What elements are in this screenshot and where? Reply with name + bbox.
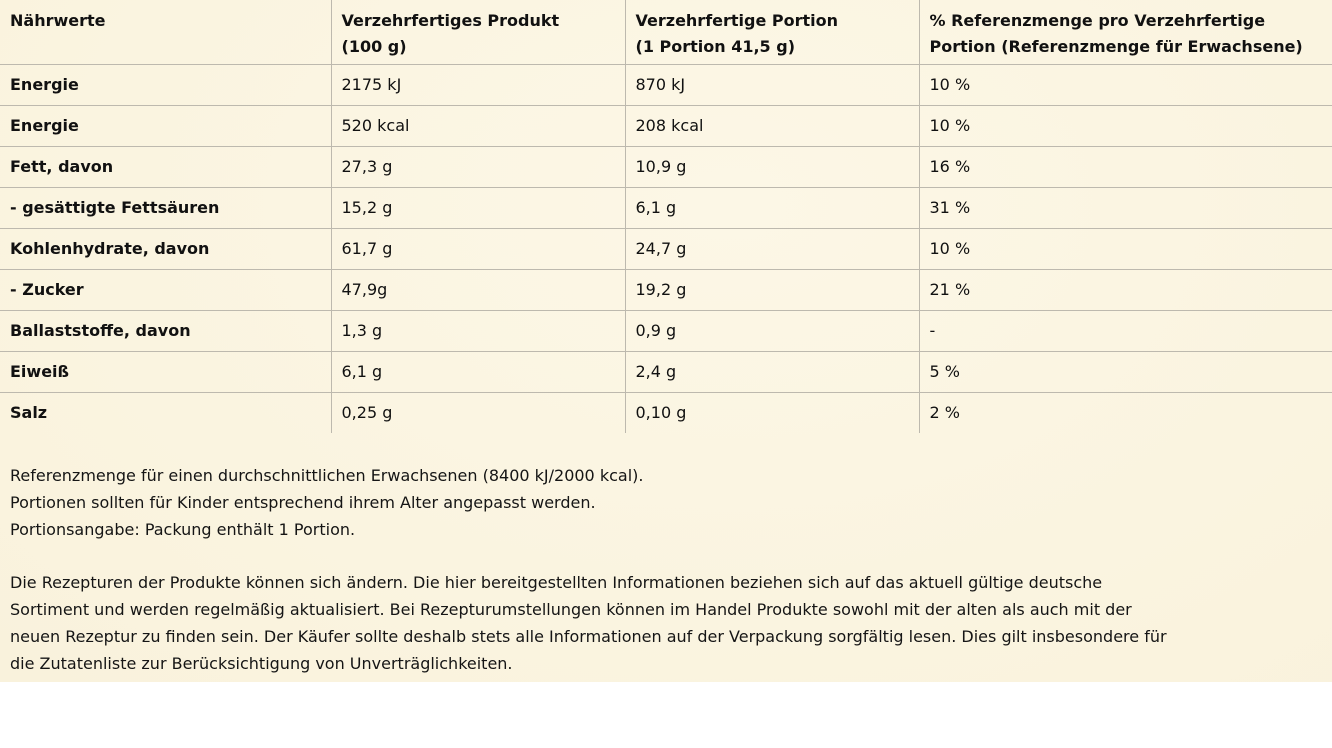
row-per-100g: 27,3 g <box>330 146 625 188</box>
row-label: - gesättigte Fettsäuren <box>0 187 331 229</box>
header-per-portion: Verzehrfertige Portion (1 Portion 41,5 g) <box>624 0 919 65</box>
row-per-portion: 0,9 g <box>624 310 919 352</box>
row-reference: - <box>918 310 1332 352</box>
table-row: Ballaststoffe, davon 1,3 g 0,9 g - <box>0 310 1332 352</box>
disclaimer-line: Die Rezepturen der Produkte können sich … <box>10 573 1103 592</box>
disclaimer-line: die Zutatenliste zur Berücksichtigung vo… <box>10 654 513 673</box>
row-reference: 2 % <box>918 392 1332 433</box>
nutrition-panel: Nährwerte Verzehrfertiges Produkt (100 g)… <box>0 0 1332 682</box>
table-row: - Zucker 47,9g 19,2 g 21 % <box>0 269 1332 311</box>
row-reference: 31 % <box>918 187 1332 229</box>
row-per-portion: 24,7 g <box>624 228 919 270</box>
row-label: Fett, davon <box>0 146 331 188</box>
table-row: Eiweiß 6,1 g 2,4 g 5 % <box>0 351 1332 393</box>
table-row: Salz 0,25 g 0,10 g 2 % <box>0 392 1332 433</box>
row-per-100g: 2175 kJ <box>330 64 625 106</box>
header-per-100g: Verzehrfertiges Produkt (100 g) <box>330 0 625 65</box>
table-row: Energie 2175 kJ 870 kJ 10 % <box>0 64 1332 106</box>
spacer <box>10 543 1325 569</box>
row-per-100g: 47,9g <box>330 269 625 311</box>
row-reference: 10 % <box>918 64 1332 106</box>
row-per-portion: 2,4 g <box>624 351 919 393</box>
disclaimer-line: Sortiment und werden regelmäßig aktualis… <box>10 600 1132 619</box>
row-reference: 10 % <box>918 228 1332 270</box>
table-row: Fett, davon 27,3 g 10,9 g 16 % <box>0 146 1332 188</box>
row-label: Eiweiß <box>0 351 331 393</box>
row-per-portion: 0,10 g <box>624 392 919 433</box>
table-row: - gesättigte Fettsäuren 15,2 g 6,1 g 31 … <box>0 187 1332 229</box>
row-reference: 5 % <box>918 351 1332 393</box>
row-per-portion: 870 kJ <box>624 64 919 106</box>
row-label: Energie <box>0 64 331 106</box>
row-per-portion: 6,1 g <box>624 187 919 229</box>
row-label: Energie <box>0 105 331 147</box>
row-per-100g: 1,3 g <box>330 310 625 352</box>
table-row: Kohlenhydrate, davon 61,7 g 24,7 g 10 % <box>0 228 1332 270</box>
row-label: Ballaststoffe, davon <box>0 310 331 352</box>
table-row: Energie 520 kcal 208 kcal 10 % <box>0 105 1332 147</box>
row-per-portion: 19,2 g <box>624 269 919 311</box>
nutrition-table: Nährwerte Verzehrfertiges Produkt (100 g)… <box>0 0 1332 433</box>
table-header-row: Nährwerte Verzehrfertiges Produkt (100 g)… <box>0 0 1332 65</box>
row-per-portion: 208 kcal <box>624 105 919 147</box>
reference-note: Referenzmenge für einen durchschnittlich… <box>10 466 644 485</box>
row-per-portion: 10,9 g <box>624 146 919 188</box>
row-per-100g: 61,7 g <box>330 228 625 270</box>
row-reference: 10 % <box>918 105 1332 147</box>
header-naehrwerte: Nährwerte <box>0 0 331 65</box>
row-per-100g: 0,25 g <box>330 392 625 433</box>
children-note: Portionen sollten für Kinder entsprechen… <box>10 493 596 512</box>
row-label: Kohlenhydrate, davon <box>0 228 331 270</box>
row-per-100g: 15,2 g <box>330 187 625 229</box>
footnotes: Referenzmenge für einen durchschnittlich… <box>10 462 1325 677</box>
header-reference: % Referenzmenge pro Verzehrfertige Portio… <box>918 0 1332 65</box>
portion-note: Portionsangabe: Packung enthält 1 Portio… <box>10 520 356 539</box>
row-per-100g: 520 kcal <box>330 105 625 147</box>
disclaimer-line: neuen Rezeptur zu finden sein. Der Käufe… <box>10 627 1167 646</box>
row-label: - Zucker <box>0 269 331 311</box>
row-per-100g: 6,1 g <box>330 351 625 393</box>
row-reference: 16 % <box>918 146 1332 188</box>
row-label: Salz <box>10 403 48 422</box>
row-reference: 21 % <box>918 269 1332 311</box>
